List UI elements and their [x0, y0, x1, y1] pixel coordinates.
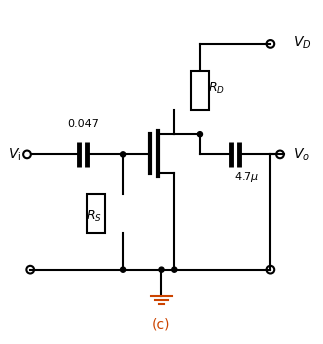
Bar	[191, 71, 209, 109]
Text: (c): (c)	[152, 317, 171, 331]
Circle shape	[120, 152, 126, 157]
Text: $R_D$: $R_D$	[208, 81, 225, 96]
Circle shape	[172, 267, 177, 272]
Text: $R_S$: $R_S$	[86, 209, 102, 224]
Bar	[87, 194, 105, 233]
Circle shape	[159, 267, 164, 272]
Circle shape	[120, 267, 126, 272]
Text: $V_\mathrm{i}$: $V_\mathrm{i}$	[7, 146, 21, 163]
Circle shape	[197, 132, 203, 137]
Text: $V_o$: $V_o$	[293, 146, 310, 163]
Text: $4.7\mu$: $4.7\mu$	[234, 170, 259, 184]
Text: $V_D$: $V_D$	[293, 34, 311, 51]
Text: 0.047: 0.047	[67, 119, 99, 129]
